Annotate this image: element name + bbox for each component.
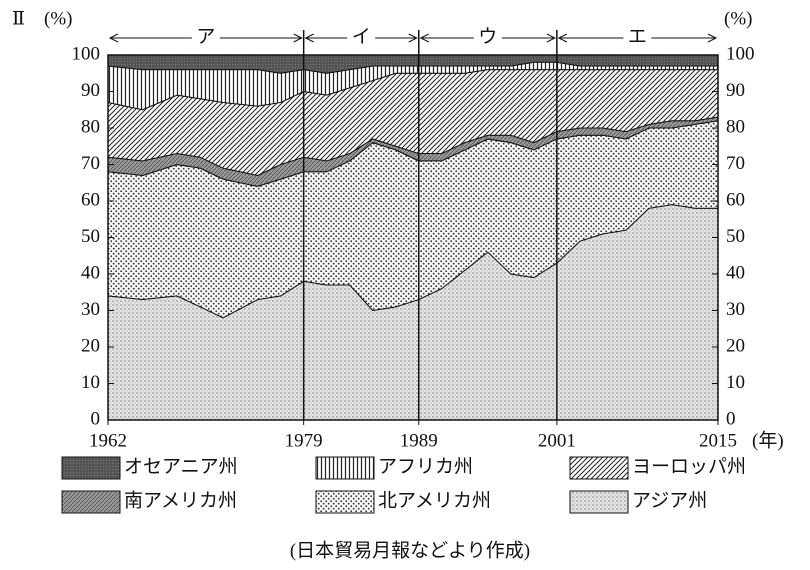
y-unit: (%) bbox=[44, 8, 72, 29]
period-label: ア bbox=[196, 26, 215, 47]
y-tick-label: 10 bbox=[81, 372, 100, 393]
legend-label: 南アメリカ州 bbox=[124, 489, 237, 511]
y-tick-label: 30 bbox=[81, 299, 100, 320]
y-tick-label: 60 bbox=[81, 189, 100, 210]
y2-tick-label: 40 bbox=[726, 262, 745, 283]
y2-tick-label: 60 bbox=[726, 189, 745, 210]
areas bbox=[107, 54, 719, 421]
period-label: エ bbox=[628, 26, 647, 47]
legend-swatch bbox=[569, 456, 629, 480]
y2-tick-label: 0 bbox=[726, 408, 736, 429]
y-tick-label: 80 bbox=[81, 116, 100, 137]
arrow-head bbox=[304, 33, 314, 43]
y-tick-label: 100 bbox=[72, 43, 101, 64]
arrow-head bbox=[108, 33, 119, 43]
y-tick-label: 0 bbox=[91, 408, 101, 429]
y2-tick-label: 70 bbox=[726, 153, 745, 174]
x-unit: (年) bbox=[752, 429, 784, 451]
arrow-head bbox=[707, 33, 718, 43]
x-tick-label: 1989 bbox=[400, 430, 438, 451]
legend-label: オセアニア州 bbox=[124, 456, 238, 477]
legend-swatch bbox=[569, 490, 629, 514]
y2-tick-label: 50 bbox=[726, 226, 745, 247]
legend-swatch bbox=[61, 456, 121, 480]
y-tick-label: 70 bbox=[81, 153, 100, 174]
y-tick-label: 50 bbox=[81, 226, 100, 247]
y2-tick-label: 80 bbox=[726, 116, 745, 137]
y2-tick-label: 10 bbox=[726, 372, 745, 393]
legend-swatch bbox=[315, 490, 375, 514]
legend-label: アフリカ州 bbox=[378, 456, 473, 477]
y2-tick-label: 100 bbox=[726, 43, 755, 64]
source-note: (日本貿易月報などより作成) bbox=[290, 539, 530, 561]
arrow-head bbox=[546, 33, 556, 43]
legend-swatch bbox=[61, 490, 121, 514]
arrow-head bbox=[293, 33, 303, 43]
period-label: ウ bbox=[478, 26, 497, 47]
y-tick-label: 40 bbox=[81, 262, 100, 283]
x-tick-label: 1979 bbox=[285, 430, 323, 451]
y2-tick-label: 20 bbox=[726, 335, 745, 356]
arrow-head bbox=[557, 33, 568, 43]
x-tick-label: 1962 bbox=[89, 430, 127, 451]
y2-tick-label: 90 bbox=[726, 80, 745, 101]
legend-label: 北アメリカ州 bbox=[378, 489, 491, 511]
y-tick-label: 90 bbox=[81, 80, 100, 101]
arrow-head bbox=[419, 33, 429, 43]
x-tick-label: 2001 bbox=[538, 430, 576, 451]
period-label: イ bbox=[352, 26, 371, 47]
legend-label: アジア州 bbox=[632, 490, 707, 511]
y2-unit: (%) bbox=[724, 8, 752, 29]
legend-swatch bbox=[315, 456, 375, 480]
x-tick-label: 2015 bbox=[699, 430, 737, 451]
arrow-head bbox=[408, 33, 418, 43]
y-tick-label: 20 bbox=[81, 335, 100, 356]
legend-label: ヨーロッパ州 bbox=[632, 456, 746, 477]
panel-label: Ⅱ bbox=[12, 8, 25, 29]
y2-tick-label: 30 bbox=[726, 299, 745, 320]
